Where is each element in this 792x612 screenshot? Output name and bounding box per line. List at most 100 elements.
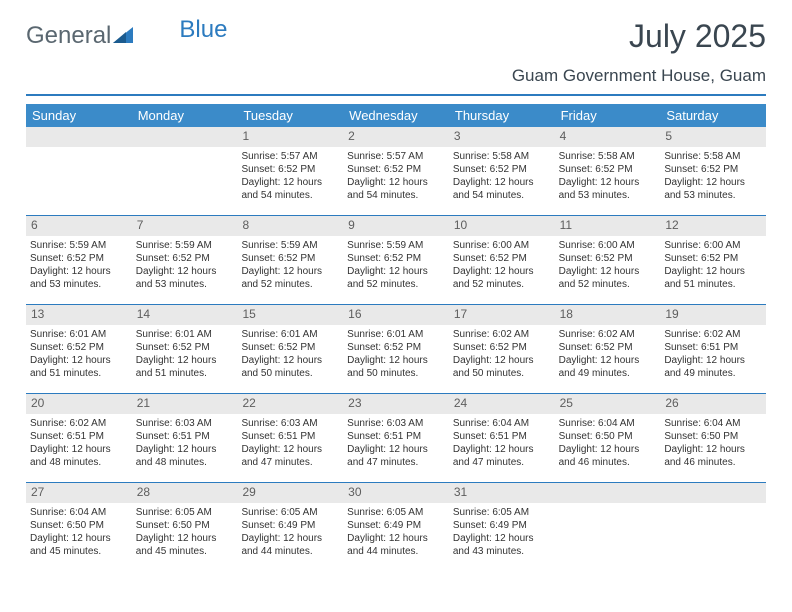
sunrise-line: Sunrise: 6:02 AM <box>664 328 762 341</box>
day-cell <box>660 483 766 571</box>
day-body: Sunrise: 6:04 AMSunset: 6:50 PMDaylight:… <box>26 503 132 562</box>
day-cell: 11Sunrise: 6:00 AMSunset: 6:52 PMDayligh… <box>555 216 661 304</box>
daylight-line: Daylight: 12 hours and 44 minutes. <box>241 532 339 558</box>
daylight-line: Daylight: 12 hours and 47 minutes. <box>347 443 445 469</box>
sunrise-line: Sunrise: 5:57 AM <box>241 150 339 163</box>
day-cell <box>132 127 238 215</box>
day-cell: 17Sunrise: 6:02 AMSunset: 6:52 PMDayligh… <box>449 305 555 393</box>
day-number: 28 <box>132 483 238 503</box>
daylight-line: Daylight: 12 hours and 54 minutes. <box>453 176 551 202</box>
day-body: Sunrise: 6:03 AMSunset: 6:51 PMDaylight:… <box>237 414 343 473</box>
daylight-line: Daylight: 12 hours and 48 minutes. <box>30 443 128 469</box>
day-number: 3 <box>449 127 555 147</box>
day-cell: 13Sunrise: 6:01 AMSunset: 6:52 PMDayligh… <box>26 305 132 393</box>
day-number: 11 <box>555 216 661 236</box>
sunrise-line: Sunrise: 6:05 AM <box>453 506 551 519</box>
week-row: 6Sunrise: 5:59 AMSunset: 6:52 PMDaylight… <box>26 216 766 305</box>
daylight-line: Daylight: 12 hours and 46 minutes. <box>559 443 657 469</box>
day-cell: 26Sunrise: 6:04 AMSunset: 6:50 PMDayligh… <box>660 394 766 482</box>
day-body: Sunrise: 6:05 AMSunset: 6:49 PMDaylight:… <box>343 503 449 562</box>
sunrise-line: Sunrise: 6:04 AM <box>453 417 551 430</box>
day-cell: 18Sunrise: 6:02 AMSunset: 6:52 PMDayligh… <box>555 305 661 393</box>
sunset-line: Sunset: 6:50 PM <box>30 519 128 532</box>
daylight-line: Daylight: 12 hours and 48 minutes. <box>136 443 234 469</box>
day-body: Sunrise: 5:59 AMSunset: 6:52 PMDaylight:… <box>26 236 132 295</box>
day-cell: 29Sunrise: 6:05 AMSunset: 6:49 PMDayligh… <box>237 483 343 571</box>
sunrise-line: Sunrise: 6:03 AM <box>347 417 445 430</box>
day-cell: 14Sunrise: 6:01 AMSunset: 6:52 PMDayligh… <box>132 305 238 393</box>
daylight-line: Daylight: 12 hours and 45 minutes. <box>30 532 128 558</box>
logo-triangle-icon <box>113 22 133 50</box>
day-number: 19 <box>660 305 766 325</box>
day-number: 23 <box>343 394 449 414</box>
logo-text-gray: General <box>26 22 111 50</box>
daylight-line: Daylight: 12 hours and 50 minutes. <box>347 354 445 380</box>
daylight-line: Daylight: 12 hours and 45 minutes. <box>136 532 234 558</box>
day-cell: 9Sunrise: 5:59 AMSunset: 6:52 PMDaylight… <box>343 216 449 304</box>
day-body: Sunrise: 5:58 AMSunset: 6:52 PMDaylight:… <box>555 147 661 206</box>
daylight-line: Daylight: 12 hours and 52 minutes. <box>453 265 551 291</box>
daylight-line: Daylight: 12 hours and 50 minutes. <box>241 354 339 380</box>
day-body <box>660 503 766 510</box>
day-number: 27 <box>26 483 132 503</box>
daylight-line: Daylight: 12 hours and 47 minutes. <box>453 443 551 469</box>
day-cell: 12Sunrise: 6:00 AMSunset: 6:52 PMDayligh… <box>660 216 766 304</box>
sunrise-line: Sunrise: 6:01 AM <box>347 328 445 341</box>
day-cell <box>555 483 661 571</box>
daylight-line: Daylight: 12 hours and 49 minutes. <box>664 354 762 380</box>
page-title: July 2025 <box>629 18 766 55</box>
day-cell: 6Sunrise: 5:59 AMSunset: 6:52 PMDaylight… <box>26 216 132 304</box>
sunset-line: Sunset: 6:52 PM <box>453 341 551 354</box>
day-cell: 22Sunrise: 6:03 AMSunset: 6:51 PMDayligh… <box>237 394 343 482</box>
day-header-thu: Thursday <box>449 104 555 127</box>
sunset-line: Sunset: 6:52 PM <box>241 252 339 265</box>
sunrise-line: Sunrise: 6:05 AM <box>136 506 234 519</box>
daylight-line: Daylight: 12 hours and 51 minutes. <box>30 354 128 380</box>
day-number: 31 <box>449 483 555 503</box>
logo-text-blue: Blue <box>179 16 227 44</box>
daylight-line: Daylight: 12 hours and 53 minutes. <box>136 265 234 291</box>
day-header-sat: Saturday <box>660 104 766 127</box>
sunset-line: Sunset: 6:51 PM <box>664 341 762 354</box>
sunset-line: Sunset: 6:52 PM <box>559 341 657 354</box>
day-cell: 1Sunrise: 5:57 AMSunset: 6:52 PMDaylight… <box>237 127 343 215</box>
day-body: Sunrise: 6:01 AMSunset: 6:52 PMDaylight:… <box>237 325 343 384</box>
sunrise-line: Sunrise: 6:00 AM <box>559 239 657 252</box>
day-body: Sunrise: 6:03 AMSunset: 6:51 PMDaylight:… <box>343 414 449 473</box>
day-number: 14 <box>132 305 238 325</box>
day-body: Sunrise: 6:02 AMSunset: 6:51 PMDaylight:… <box>660 325 766 384</box>
day-cell: 24Sunrise: 6:04 AMSunset: 6:51 PMDayligh… <box>449 394 555 482</box>
sunset-line: Sunset: 6:49 PM <box>241 519 339 532</box>
day-body <box>132 147 238 154</box>
sunset-line: Sunset: 6:52 PM <box>347 252 445 265</box>
day-header-row: Sunday Monday Tuesday Wednesday Thursday… <box>26 104 766 127</box>
day-header-fri: Friday <box>555 104 661 127</box>
calendar: Sunday Monday Tuesday Wednesday Thursday… <box>26 104 766 571</box>
sunrise-line: Sunrise: 5:59 AM <box>30 239 128 252</box>
sunset-line: Sunset: 6:52 PM <box>241 163 339 176</box>
day-header-mon: Monday <box>132 104 238 127</box>
sunrise-line: Sunrise: 6:02 AM <box>30 417 128 430</box>
sunset-line: Sunset: 6:50 PM <box>559 430 657 443</box>
sunrise-line: Sunrise: 5:59 AM <box>241 239 339 252</box>
sunset-line: Sunset: 6:49 PM <box>347 519 445 532</box>
day-body: Sunrise: 6:05 AMSunset: 6:50 PMDaylight:… <box>132 503 238 562</box>
week-row: 27Sunrise: 6:04 AMSunset: 6:50 PMDayligh… <box>26 483 766 571</box>
day-number: 20 <box>26 394 132 414</box>
sunset-line: Sunset: 6:51 PM <box>30 430 128 443</box>
day-body: Sunrise: 5:58 AMSunset: 6:52 PMDaylight:… <box>660 147 766 206</box>
day-number: 5 <box>660 127 766 147</box>
day-cell: 21Sunrise: 6:03 AMSunset: 6:51 PMDayligh… <box>132 394 238 482</box>
day-cell: 7Sunrise: 5:59 AMSunset: 6:52 PMDaylight… <box>132 216 238 304</box>
day-number: 2 <box>343 127 449 147</box>
day-number: 8 <box>237 216 343 236</box>
day-number: 16 <box>343 305 449 325</box>
sunrise-line: Sunrise: 6:01 AM <box>241 328 339 341</box>
week-row: 20Sunrise: 6:02 AMSunset: 6:51 PMDayligh… <box>26 394 766 483</box>
daylight-line: Daylight: 12 hours and 47 minutes. <box>241 443 339 469</box>
day-body: Sunrise: 6:04 AMSunset: 6:50 PMDaylight:… <box>660 414 766 473</box>
sunset-line: Sunset: 6:52 PM <box>664 163 762 176</box>
daylight-line: Daylight: 12 hours and 52 minutes. <box>241 265 339 291</box>
sunset-line: Sunset: 6:52 PM <box>136 341 234 354</box>
day-number: 29 <box>237 483 343 503</box>
